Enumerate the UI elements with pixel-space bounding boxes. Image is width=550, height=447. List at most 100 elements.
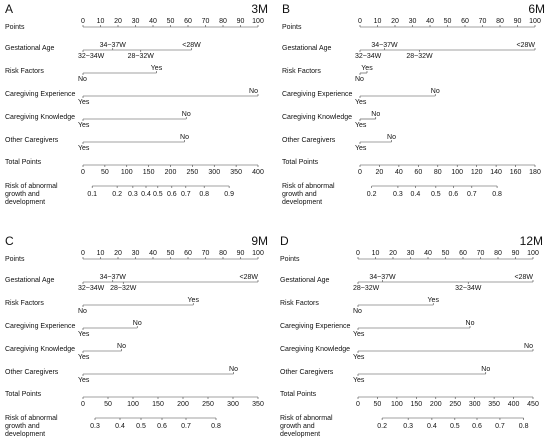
tick-label: 10 xyxy=(97,18,105,25)
tick-label: 0.8 xyxy=(211,423,221,430)
level-label: Yes xyxy=(355,145,367,152)
level-label: No xyxy=(371,111,380,118)
level-label: Yes xyxy=(78,99,90,106)
tick-label: 80 xyxy=(219,250,227,257)
level-label: Yes xyxy=(361,65,373,72)
level-label: No xyxy=(355,76,364,83)
level-label: Yes xyxy=(353,377,365,384)
tick-label: 0.3 xyxy=(403,423,413,430)
tick-label: 20 xyxy=(114,250,122,257)
tick-label: 100 xyxy=(391,401,403,408)
tick-label: 70 xyxy=(202,18,210,25)
tick-label: 0.2 xyxy=(367,191,377,198)
level-label: No xyxy=(431,88,440,95)
row-label: Points xyxy=(5,24,25,31)
row-label: growth and xyxy=(282,191,317,198)
level-label: No xyxy=(78,308,87,315)
row-label: Other Caregivers xyxy=(5,369,59,376)
tick-label: 0 xyxy=(356,401,360,408)
row-label: Other Caregivers xyxy=(280,369,334,376)
level-label: No xyxy=(229,366,238,373)
row-label: Risk Factors xyxy=(282,68,321,75)
tick-label: 300 xyxy=(227,401,239,408)
tick-label: 0.5 xyxy=(136,423,146,430)
tick-label: 0 xyxy=(81,401,85,408)
row-label: Risk Factors xyxy=(5,300,44,307)
level-label: Yes xyxy=(353,331,365,338)
tick-label: 50 xyxy=(101,169,109,176)
tick-label: 0.5 xyxy=(450,423,460,430)
level-label: Yes xyxy=(78,122,90,129)
tick-label: 200 xyxy=(177,401,189,408)
level-label: No xyxy=(481,366,490,373)
tick-label: 0 xyxy=(356,250,360,257)
row-label: Caregiving Knowledge xyxy=(5,114,75,121)
tick-label: 200 xyxy=(165,169,177,176)
row-label: Total Points xyxy=(5,159,42,166)
row-label: Gestational Age xyxy=(282,45,332,52)
level-label: 32~34W xyxy=(455,285,482,292)
tick-label: 60 xyxy=(461,18,469,25)
tick-label: 0.3 xyxy=(393,191,403,198)
tick-label: 50 xyxy=(167,18,175,25)
panel-label: A xyxy=(5,2,13,16)
level-label: No xyxy=(117,343,126,350)
level-label: No xyxy=(524,343,533,350)
row-label: Total Points xyxy=(282,159,319,166)
row-label: Total Points xyxy=(5,391,42,398)
level-label: <28W xyxy=(515,274,534,281)
row-label: Caregiving Experience xyxy=(5,91,76,98)
tick-label: 350 xyxy=(252,401,264,408)
tick-label: 60 xyxy=(184,250,192,257)
level-label: No xyxy=(353,308,362,315)
row-label: Other Caregivers xyxy=(5,137,59,144)
tick-label: 80 xyxy=(496,18,504,25)
tick-label: 180 xyxy=(529,169,541,176)
tick-label: 80 xyxy=(494,250,502,257)
tick-label: 300 xyxy=(469,401,481,408)
tick-label: 200 xyxy=(430,401,442,408)
level-label: Yes xyxy=(355,99,367,106)
row-label: Caregiving Knowledge xyxy=(5,346,75,353)
panel-title: 12M xyxy=(520,234,543,248)
tick-label: 20 xyxy=(391,18,399,25)
tick-label: 90 xyxy=(237,250,245,257)
level-label: No xyxy=(180,134,189,141)
row-label: Risk Factors xyxy=(5,68,44,75)
level-label: 28~32W xyxy=(406,53,433,60)
tick-label: 30 xyxy=(132,250,140,257)
tick-label: 0.6 xyxy=(167,191,177,198)
tick-label: 400 xyxy=(252,169,264,176)
level-label: 34~37W xyxy=(369,274,396,281)
tick-label: 0 xyxy=(81,250,85,257)
tick-label: 100 xyxy=(529,18,541,25)
row-label: Gestational Age xyxy=(5,277,55,284)
panel-label: C xyxy=(5,234,14,248)
tick-label: 0.7 xyxy=(181,423,191,430)
tick-label: 70 xyxy=(477,250,485,257)
tick-label: 0.2 xyxy=(112,191,122,198)
tick-label: 10 xyxy=(97,250,105,257)
level-label: No xyxy=(249,88,258,95)
tick-label: 60 xyxy=(459,250,467,257)
tick-label: 250 xyxy=(202,401,214,408)
level-label: Yes xyxy=(151,65,163,72)
row-label: Risk Factors xyxy=(280,300,319,307)
tick-label: 50 xyxy=(167,250,175,257)
tick-label: 30 xyxy=(132,18,140,25)
tick-label: 100 xyxy=(252,18,264,25)
tick-label: 90 xyxy=(512,250,520,257)
row-label: development xyxy=(280,431,320,438)
tick-label: 100 xyxy=(252,250,264,257)
tick-label: 250 xyxy=(187,169,199,176)
row-label: Gestational Age xyxy=(280,277,330,284)
row-label: growth and xyxy=(5,191,40,198)
tick-label: 450 xyxy=(527,401,539,408)
tick-label: 0.5 xyxy=(431,191,441,198)
tick-label: 350 xyxy=(230,169,242,176)
tick-label: 300 xyxy=(208,169,220,176)
level-label: 28~32W xyxy=(110,285,137,292)
level-label: 34~37W xyxy=(100,274,127,281)
tick-label: 0.4 xyxy=(411,191,421,198)
